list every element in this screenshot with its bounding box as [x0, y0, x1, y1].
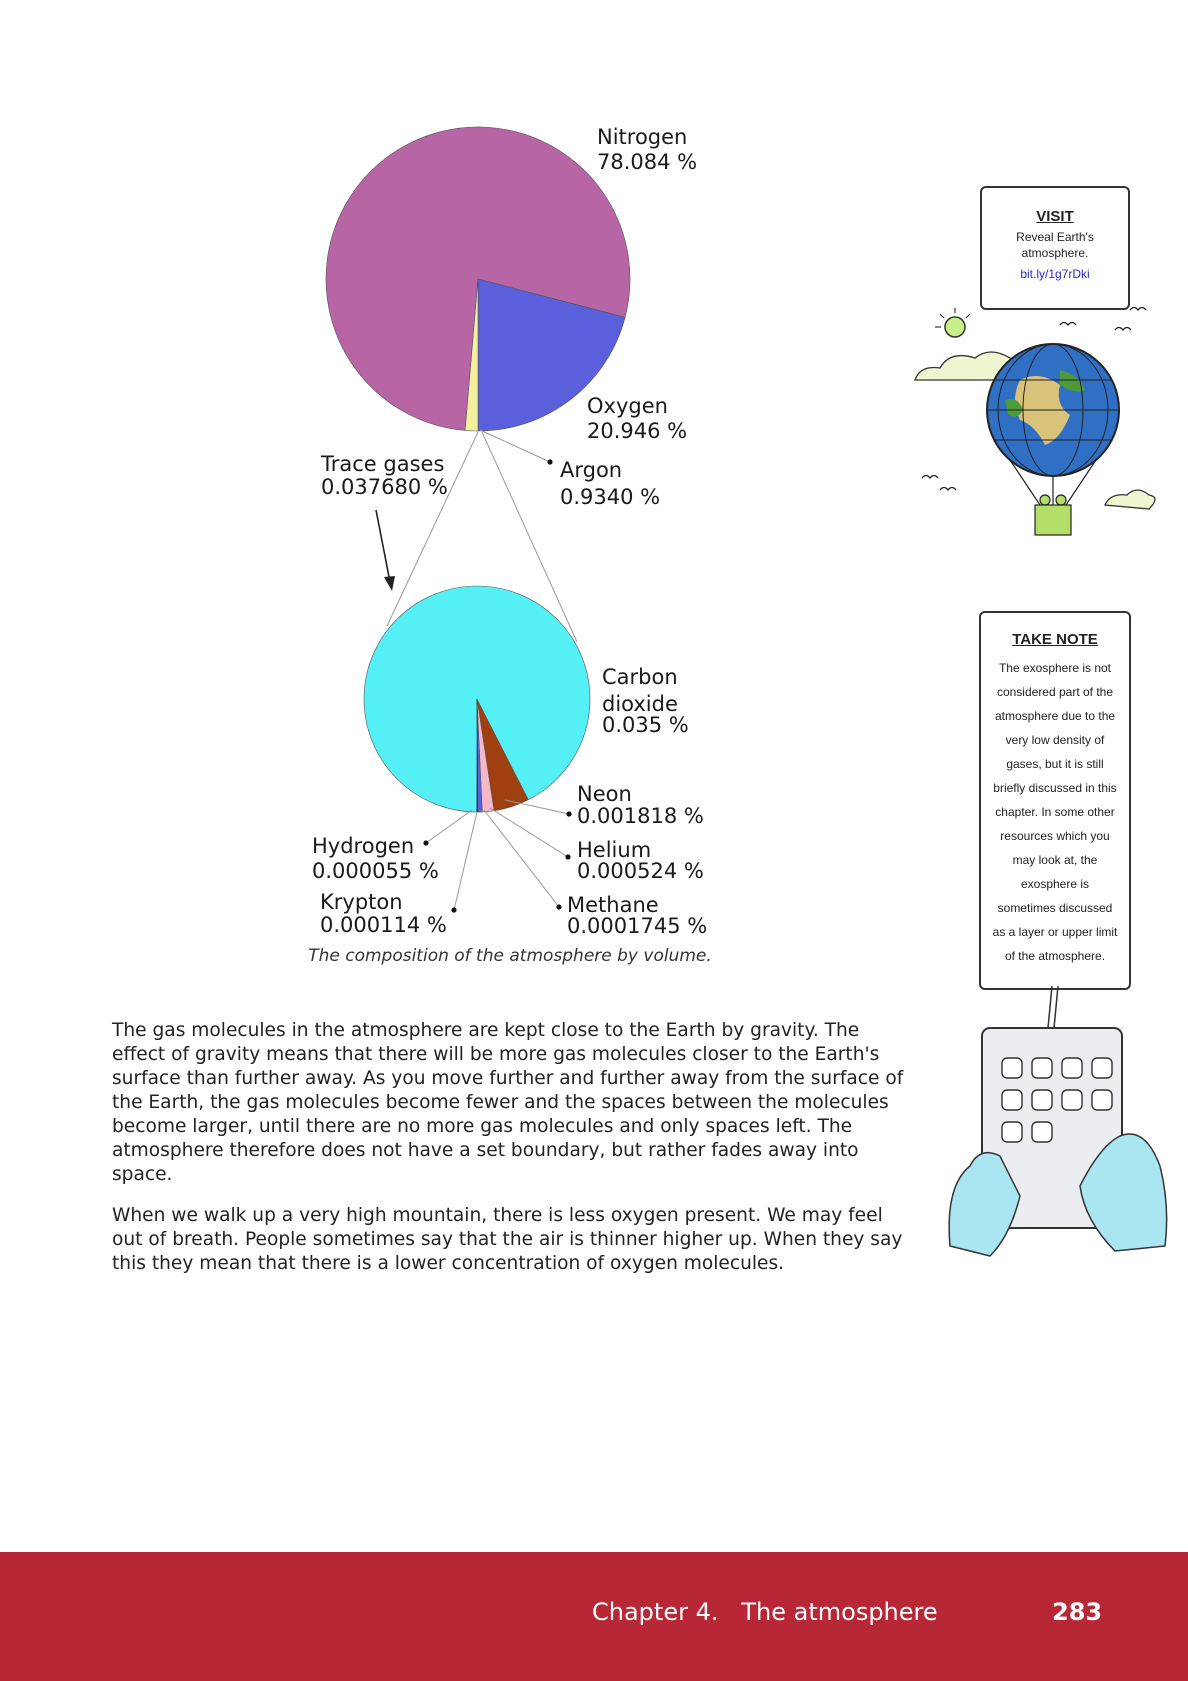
trace-arrow	[375, 509, 391, 583]
value-argon: 0.9340 %	[560, 485, 660, 509]
visit-title: VISIT	[1036, 208, 1074, 225]
label-carbon-dioxide-2: dioxide	[602, 692, 678, 716]
leader-lines	[425, 429, 570, 911]
label-trace-gases: Trace gases	[320, 452, 444, 476]
pie-slice-argon	[464, 278, 479, 432]
visit-text: Reveal Earth's atmosphere.	[1016, 230, 1094, 260]
chapter-title: Chapter 4. The atmosphere	[592, 1598, 938, 1626]
take-note-box: TAKE NOTE The exosphere is not considere…	[979, 611, 1131, 990]
body-text: The gas molecules in the atmosphere are …	[112, 1019, 912, 1293]
leader-hydrogen	[425, 809, 473, 844]
paragraph: When we walk up a very high mountain, th…	[112, 1205, 903, 1274]
value-nitrogen: 78.084 %	[597, 150, 697, 174]
visit-box: VISIT Reveal Earth's atmosphere. bit.ly/…	[980, 186, 1130, 310]
leader-methane	[483, 809, 560, 908]
main-pie	[325, 126, 631, 432]
atmosphere-composition-chart: Nitrogen 78.084 % Oxygen 20.946 % Argon …	[312, 125, 707, 938]
earth-globe-icon	[986, 343, 1120, 477]
label-oxygen: Oxygen	[587, 394, 668, 418]
sun-icon	[935, 308, 971, 338]
dot-hydrogen	[423, 840, 429, 846]
paragraph: The gas molecules in the atmosphere are …	[112, 1020, 904, 1185]
take-note-title: TAKE NOTE	[1012, 631, 1098, 648]
hand-right-icon	[1079, 1133, 1168, 1252]
zoom-line-right	[481, 431, 578, 643]
value-oxygen: 20.946 %	[587, 419, 687, 443]
dot-methane	[556, 904, 562, 910]
earth-balloon-illustration	[914, 306, 1156, 536]
leader-helium	[489, 807, 569, 858]
label-carbon-dioxide: Carbon	[602, 665, 678, 689]
leader-neon	[504, 799, 570, 815]
page-footer: Chapter 4. The atmosphere 283	[0, 1552, 1188, 1681]
dot-helium	[565, 854, 571, 860]
label-neon: Neon	[577, 782, 632, 806]
label-helium: Helium	[577, 838, 651, 862]
label-argon: Argon	[560, 458, 622, 482]
trace-arrowhead	[384, 576, 395, 591]
dot-krypton	[451, 907, 457, 913]
label-hydrogen: Hydrogen	[312, 834, 414, 858]
leader-argon	[479, 429, 551, 463]
zoom-line-left	[386, 431, 479, 627]
app-icons	[1001, 1057, 1113, 1143]
figure-caption: The composition of the atmosphere by vol…	[308, 946, 712, 966]
value-hydrogen: 0.000055 %	[312, 859, 439, 883]
leader-krypton	[453, 811, 478, 911]
hand-left-icon	[948, 1151, 1021, 1257]
balloon-basket-icon	[1009, 459, 1097, 536]
dot-argon	[547, 459, 553, 465]
value-krypton: 0.000114 %	[320, 913, 447, 937]
value-methane: 0.0001745 %	[567, 914, 707, 938]
visit-link[interactable]: bit.ly/1g7rDki	[1020, 267, 1090, 281]
label-methane: Methane	[567, 893, 659, 917]
leader-dots	[423, 459, 572, 913]
tablet-hands-illustration	[948, 986, 1168, 1257]
page-number: 283	[1052, 1598, 1103, 1626]
cloud-icon	[1104, 489, 1156, 510]
bird-icon	[921, 306, 1147, 492]
value-neon: 0.001818 %	[577, 804, 704, 828]
trace-pie	[363, 585, 591, 813]
take-note-text: The exosphere is not considered part of …	[992, 661, 1118, 963]
dot-neon	[566, 811, 572, 817]
value-carbon-dioxide: 0.035 %	[602, 713, 689, 737]
value-trace-gases: 0.037680 %	[321, 475, 448, 499]
label-nitrogen: Nitrogen	[597, 125, 687, 149]
pie-slice-oxygen	[477, 278, 626, 432]
value-helium: 0.000524 %	[577, 859, 704, 883]
label-krypton: Krypton	[320, 890, 403, 914]
